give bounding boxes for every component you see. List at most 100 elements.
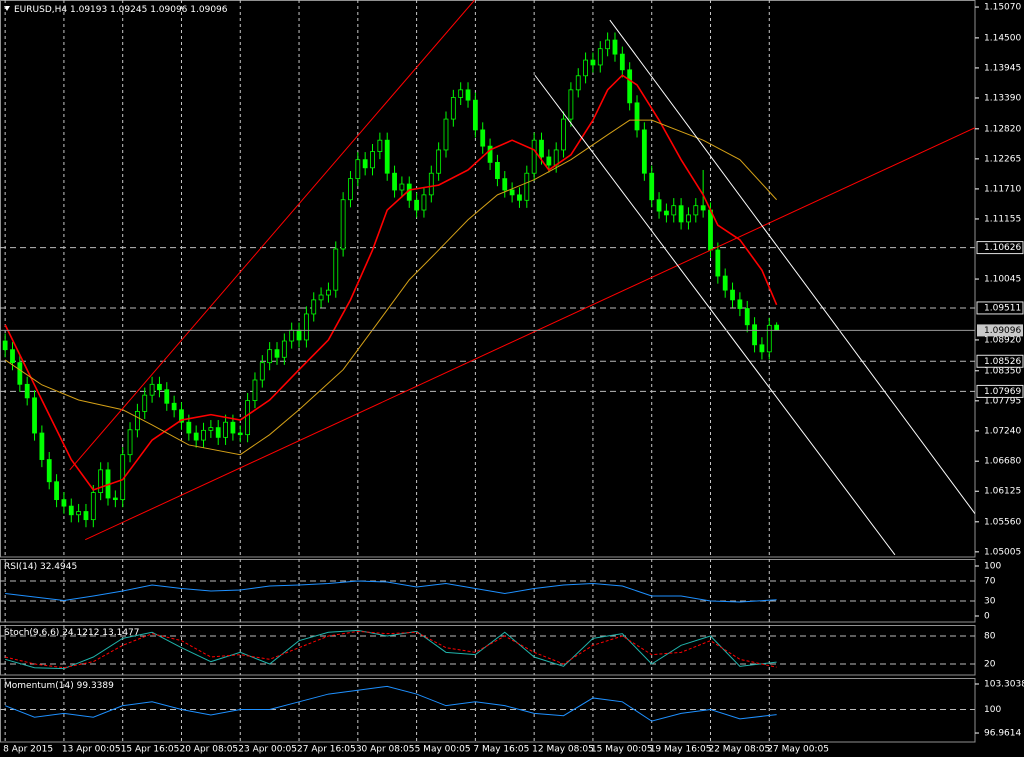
level-label: 1.10626	[984, 243, 1021, 253]
candle-body	[68, 505, 74, 516]
candle-body	[531, 139, 537, 174]
candle-body	[54, 481, 59, 501]
candle-body	[61, 499, 67, 507]
x-tick-label: 30 Apr 08:05	[356, 745, 415, 755]
candle-body	[737, 299, 743, 309]
candle-body	[730, 289, 735, 301]
candle-body	[693, 205, 699, 216]
candle-body	[752, 324, 757, 346]
indicator-label: Momentum(14) 99.3389	[4, 681, 114, 691]
candle-body	[355, 159, 361, 180]
candle-body	[605, 39, 611, 50]
x-tick-label: 19 May 16:05	[650, 745, 712, 755]
x-tick-label: 27 Apr 16:05	[297, 745, 356, 755]
candle-body	[634, 102, 640, 131]
indicator-line	[5, 580, 777, 603]
level-box	[976, 384, 1024, 398]
candle-body	[502, 178, 508, 191]
value: 24.1212	[62, 628, 99, 638]
candle-body	[142, 394, 148, 412]
indicator-line	[5, 630, 777, 669]
candle-body	[568, 89, 574, 120]
candle-body	[443, 118, 449, 151]
candle-body	[2, 340, 8, 351]
x-tick-label: 20 Apr 08:05	[179, 745, 238, 755]
symbol: EURUSD,H4	[14, 5, 67, 15]
candle-body	[134, 410, 140, 431]
candle-body	[201, 429, 206, 441]
candle-body	[164, 389, 170, 404]
candle-body	[112, 497, 118, 501]
candle-body	[524, 172, 530, 201]
level-label: 1.08526	[984, 357, 1021, 367]
candle-body	[237, 432, 243, 436]
candle-body	[370, 151, 375, 169]
x-tick-label: 8 Apr 2015	[3, 745, 53, 755]
candle-body	[259, 362, 265, 381]
candle-body	[715, 249, 721, 277]
candle-body	[10, 349, 15, 364]
open: 1.09193	[70, 5, 107, 15]
level-box	[976, 241, 1024, 255]
candle-body	[546, 156, 552, 166]
candle-body	[619, 53, 625, 71]
candle-body	[649, 172, 655, 201]
level-label: 1.09511	[984, 303, 1021, 313]
y-tick-label: 1.07240	[984, 426, 1021, 436]
candle-body	[686, 214, 691, 223]
candle-body	[340, 199, 346, 250]
x-tick-label: 23 Apr 00:05	[238, 745, 297, 755]
candle-body	[561, 118, 566, 151]
candle-body	[392, 172, 397, 191]
candle-body	[267, 349, 273, 364]
value: 99.3389	[77, 681, 114, 691]
x-tick-label: 5 May 00:05	[415, 745, 471, 755]
candle-body	[46, 459, 52, 483]
title: Momentum(14)	[4, 681, 74, 691]
candle-body	[553, 149, 559, 166]
candle-body	[193, 432, 199, 441]
candle-body	[245, 400, 251, 436]
candle-body	[597, 48, 603, 66]
candle-body	[664, 210, 669, 216]
y-tick-label: 1.07795	[984, 396, 1021, 406]
y-tick-label: 1.08920	[984, 335, 1021, 345]
level-label: 70	[984, 577, 996, 587]
y-tick-label: 1.05560	[984, 517, 1021, 527]
candle-body	[311, 299, 317, 315]
high: 1.09245	[110, 5, 147, 15]
candle-body	[700, 205, 706, 211]
value: 13.1477	[102, 628, 139, 638]
panel-frame	[0, 0, 976, 558]
x-tick-label: 15 May 00:05	[591, 745, 653, 755]
low: 1.09096	[150, 5, 187, 15]
y-tick-label: 1.05005	[984, 547, 1021, 557]
candle-body	[722, 275, 728, 291]
candle-body	[326, 289, 331, 296]
y-tick-label: 1.14500	[984, 33, 1021, 43]
candle-body	[274, 349, 280, 358]
indicator-label: Stoch(9,6,6) 24.1212 13.1477	[4, 628, 140, 638]
y-tick-label: 1.08350	[984, 366, 1021, 376]
candle-body	[171, 402, 177, 411]
candle-body	[678, 205, 684, 223]
candle-body	[318, 294, 324, 301]
trendline	[69, 0, 476, 471]
candle-body	[539, 139, 544, 158]
candle-body	[303, 313, 309, 341]
trendline	[534, 74, 896, 556]
candle-body	[362, 159, 368, 169]
candle-body	[32, 397, 37, 434]
candle-body	[414, 199, 419, 211]
candle-body	[487, 145, 493, 163]
y-tick-label: 103.3038	[984, 679, 1024, 689]
candle-body	[186, 421, 192, 434]
candle-body	[98, 469, 104, 493]
candle-body	[436, 149, 442, 174]
y-tick-label: 1.12820	[984, 124, 1021, 134]
candle-body	[377, 139, 383, 152]
candle-body	[333, 248, 339, 291]
candle-body	[495, 161, 500, 180]
candle-body	[509, 189, 515, 196]
